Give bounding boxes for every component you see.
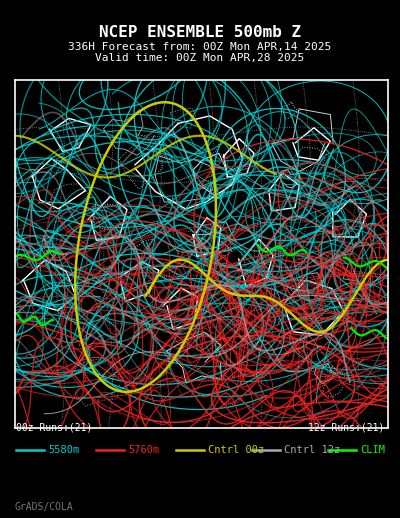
Text: CLIM: CLIM (360, 444, 385, 455)
Text: NCEP ENSEMBLE 500mb Z: NCEP ENSEMBLE 500mb Z (99, 25, 301, 39)
Text: Valid time: 00Z Mon APR,28 2025: Valid time: 00Z Mon APR,28 2025 (95, 53, 305, 63)
Text: 00z Runs:(21): 00z Runs:(21) (16, 423, 92, 433)
Text: 5580m: 5580m (48, 444, 79, 455)
Text: Cntrl 12z: Cntrl 12z (284, 444, 340, 455)
Text: 336H Forecast from: 00Z Mon APR,14 2025: 336H Forecast from: 00Z Mon APR,14 2025 (68, 41, 332, 52)
Text: Cntrl 00z: Cntrl 00z (208, 444, 264, 455)
Text: 5760m: 5760m (128, 444, 159, 455)
Text: GrADS/COLA: GrADS/COLA (14, 501, 73, 512)
Text: 12z Runs:(21): 12z Runs:(21) (308, 423, 384, 433)
